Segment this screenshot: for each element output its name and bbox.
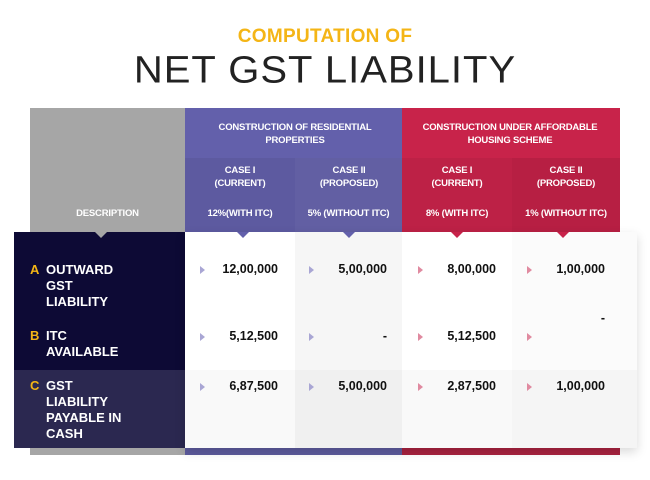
arrow-icon (200, 266, 205, 274)
value-cell: 5,00,000 (338, 379, 387, 393)
value-cell: 1,00,000 (556, 379, 605, 393)
value-cell: - (600, 311, 605, 325)
arrow-icon (309, 333, 314, 341)
arrow-icon (418, 266, 423, 274)
arrow-icon (418, 333, 423, 341)
arrow-icon (309, 383, 314, 391)
case-header: CASE I (CURRENT) (214, 164, 266, 189)
pointer-icon (557, 232, 569, 238)
pointer-icon (343, 232, 355, 238)
description-header: DESCRIPTION (76, 208, 139, 219)
value-cell: - (382, 329, 387, 343)
value-cell: 6,87,500 (229, 379, 278, 393)
value-cell: 2,87,500 (447, 379, 496, 393)
value-cell: 1,00,000 (556, 262, 605, 276)
value-cell: 8,00,000 (447, 262, 496, 276)
value-cell: 5,12,500 (229, 329, 278, 343)
arrow-icon (200, 333, 205, 341)
arrow-icon (527, 333, 532, 341)
rate-header: 5% (WITHOUT ITC) (307, 208, 390, 219)
value-cell: 5,00,000 (338, 262, 387, 276)
affordable-header-bg (402, 108, 620, 232)
case-header: CASE I (CURRENT) (431, 164, 483, 189)
arrow-icon (527, 266, 532, 274)
rate-header: 12%(WITH ITC) (207, 208, 273, 219)
case-header: CASE II (PROPOSED) (319, 164, 379, 189)
label-panel-total (14, 370, 185, 448)
title-line-1: COMPUTATION OF (237, 26, 413, 47)
rate-header: 1% (WITHOUT ITC) (525, 208, 607, 219)
rate-header: 8% (WITH ITC) (425, 208, 489, 219)
pointer-icon (237, 232, 249, 238)
group-header-affordable: CONSTRUCTION UNDER AFFORDABLE HOUSING SC… (422, 122, 598, 146)
group-header-residential: CONSTRUCTION OF RESIDENTIAL PROPERTIES (218, 122, 372, 146)
arrow-icon (418, 383, 423, 391)
pointer-icon (451, 232, 463, 238)
arrow-icon (309, 266, 314, 274)
value-cell: 5,12,500 (447, 329, 496, 343)
description-header-bg (30, 108, 185, 232)
title-line-2: NET GST LIABILITY (133, 49, 517, 91)
arrow-icon (527, 383, 532, 391)
arrow-icon (200, 383, 205, 391)
residential-header-bg (185, 108, 402, 232)
case-header: CASE II (PROPOSED) (536, 164, 596, 189)
value-cell: 12,00,000 (222, 262, 278, 276)
pointer-icon (95, 232, 107, 238)
label-panel (14, 232, 185, 372)
